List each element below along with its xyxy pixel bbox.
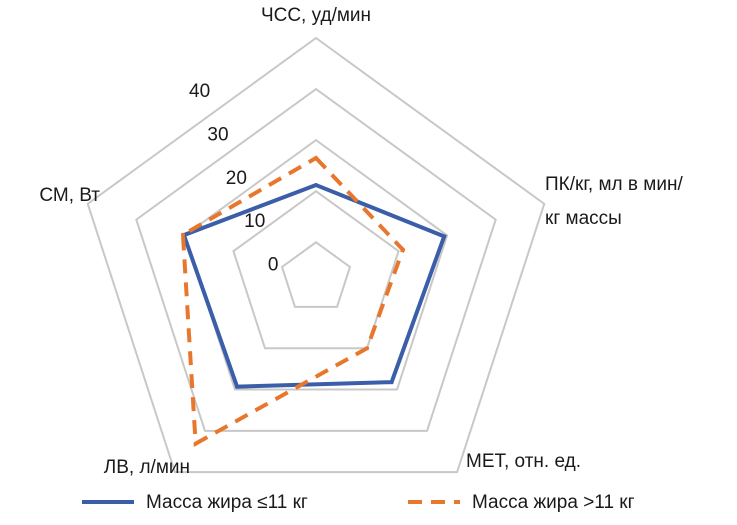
axis-label: ЧСС, уд/мин [261,5,371,26]
data-point [442,234,447,239]
legend-item: Масса жира ≤11 кг [82,492,308,513]
axis-label-line: кг массы [545,208,622,229]
grid-ring [86,36,546,474]
legend-label: Масса жира ≤11 кг [146,492,308,513]
series-line [181,182,447,389]
legend-label: Масса жира >11 кг [472,492,635,513]
series-line [180,155,406,447]
axis-label: ЛВ, л/мин [104,457,190,478]
data-point [180,232,185,237]
r-tick-label: 10 [244,211,265,232]
data-point [400,247,405,252]
data-point [235,384,240,389]
legend-item: Масса жира >11 кг [408,492,635,513]
axis-label: МЕТ, отн. ед. [466,451,581,472]
data-point [193,441,198,446]
data-point [365,346,370,351]
data-point [314,183,318,188]
data-point [389,380,394,385]
r-tick-label: 30 [207,124,228,145]
r-tick-label: 0 [268,255,279,276]
data-point [314,156,318,160]
axis-label: ПК/кг, мл в мин/кг массы [545,174,683,229]
r-tick-label: 40 [189,81,210,102]
grid-ring [280,241,352,308]
grid-ring [232,189,400,350]
grid-ring [183,138,449,391]
axis-label: СМ, Вт [39,185,100,206]
r-tick-label: 20 [226,168,247,189]
axis-label-line: ПК/кг, мл в мин/ [545,174,683,195]
grid-ring [135,87,497,432]
